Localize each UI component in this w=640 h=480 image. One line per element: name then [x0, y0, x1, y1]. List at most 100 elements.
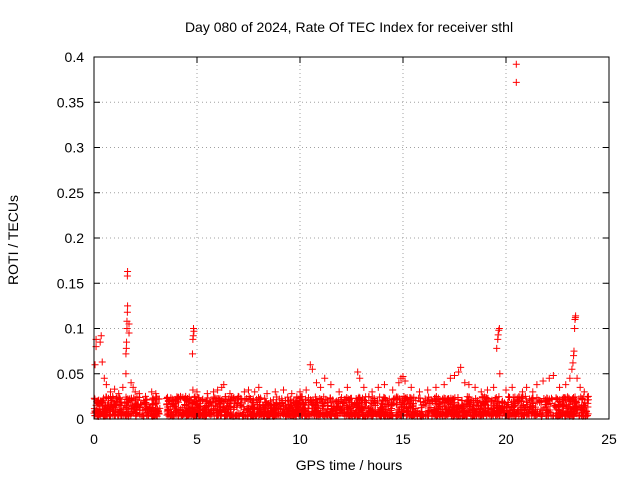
baseline-point — [420, 399, 428, 407]
data-point — [98, 358, 106, 366]
x-tick-label: 10 — [292, 431, 308, 447]
baseline-point — [575, 401, 583, 409]
baseline-point — [572, 406, 580, 414]
baseline-point — [570, 405, 578, 413]
baseline-point — [412, 397, 420, 405]
data-point — [129, 383, 137, 391]
data-point — [518, 388, 526, 396]
baseline-point — [517, 398, 525, 406]
chart-title: Day 080 of 2024, Rate Of TEC Index for r… — [185, 19, 513, 35]
baseline-point — [533, 398, 541, 406]
baseline-point — [519, 412, 527, 420]
baseline-point — [454, 393, 462, 401]
data-point — [127, 379, 135, 387]
data-point — [562, 381, 570, 389]
baseline-point — [111, 406, 119, 414]
baseline-point — [404, 407, 412, 415]
data-point — [123, 325, 131, 332]
baseline-point — [455, 404, 463, 412]
baseline-point — [132, 403, 140, 411]
baseline-point — [432, 405, 440, 413]
baseline-point — [214, 412, 222, 420]
baseline-point — [301, 404, 309, 412]
baseline-point — [367, 399, 375, 407]
baseline-point — [509, 403, 517, 411]
baseline-point — [536, 409, 544, 417]
baseline-point — [354, 400, 362, 408]
y-tick-label: 0 — [76, 411, 84, 427]
baseline-point — [529, 395, 537, 403]
data-point — [512, 60, 520, 68]
baseline-point — [290, 407, 298, 415]
y-tick-label: 0.35 — [57, 94, 84, 110]
baseline-point — [219, 406, 227, 414]
data-point — [493, 344, 501, 352]
baseline-point — [389, 411, 397, 419]
data-point — [280, 386, 288, 394]
baseline-point — [505, 393, 513, 401]
baseline-point — [548, 396, 556, 404]
data-point — [580, 388, 588, 396]
data-point — [124, 267, 132, 275]
baseline-point — [578, 394, 586, 402]
data-point — [395, 379, 403, 387]
data-point — [523, 383, 531, 391]
baseline-point — [532, 411, 540, 419]
baseline-point — [442, 402, 450, 410]
baseline-point — [216, 395, 224, 403]
baseline-point — [580, 393, 588, 401]
data-point — [288, 390, 296, 398]
baseline-point — [426, 407, 434, 415]
baseline-point — [123, 395, 131, 403]
baseline-point — [522, 397, 530, 405]
x-tick-label: 20 — [498, 431, 514, 447]
data-point — [308, 365, 316, 373]
baseline-point — [284, 401, 292, 409]
baseline-point — [189, 403, 197, 411]
baseline-point — [176, 406, 184, 414]
data-point — [483, 386, 491, 394]
baseline-point — [323, 401, 331, 409]
baseline-point — [273, 412, 281, 420]
data-point — [354, 368, 362, 376]
baseline-point — [430, 394, 438, 402]
baseline-point — [359, 405, 367, 413]
baseline-point — [479, 394, 487, 402]
baseline-point — [531, 405, 539, 413]
baseline-point — [560, 401, 568, 409]
baseline-point — [505, 407, 513, 415]
baseline-point — [565, 410, 573, 418]
baseline-point — [260, 405, 268, 413]
baseline-point — [127, 405, 135, 413]
baseline-point — [96, 400, 104, 408]
baseline-point — [549, 411, 557, 419]
data-point — [549, 372, 557, 380]
baseline-point — [288, 402, 296, 410]
baseline-point — [404, 396, 412, 404]
data-point — [263, 390, 271, 398]
data-point — [296, 388, 304, 396]
data-point — [415, 388, 423, 396]
baseline-point — [240, 406, 248, 414]
data-point — [335, 388, 343, 396]
baseline-point — [327, 412, 335, 420]
baseline-point — [392, 400, 400, 408]
baseline-point — [495, 393, 503, 401]
baseline-point — [278, 399, 286, 407]
data-point — [119, 383, 127, 391]
baseline-point — [342, 397, 350, 405]
baseline-point — [141, 399, 149, 407]
axis-ticks — [93, 56, 610, 420]
data-point — [556, 383, 564, 391]
data-point — [302, 386, 310, 394]
data-point — [572, 312, 580, 320]
data-point — [124, 302, 132, 310]
baseline-point — [446, 406, 454, 414]
baseline-point — [289, 411, 297, 419]
data-point — [461, 379, 469, 387]
data-point — [189, 325, 197, 332]
data-point — [188, 350, 196, 358]
baseline-point — [191, 392, 199, 400]
data-point — [457, 363, 465, 371]
data-point — [131, 388, 139, 396]
